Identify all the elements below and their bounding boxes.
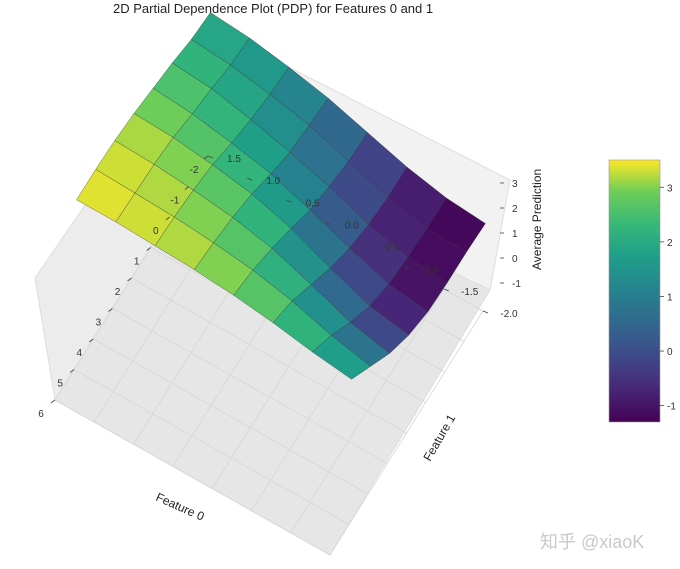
- x-tick-mark: [127, 277, 132, 282]
- z-tick-label: 2: [512, 204, 518, 215]
- y-tick-mark: [207, 155, 214, 159]
- colorbar-ticks: 3 2 1 0 -1: [660, 183, 676, 413]
- x-tick-label: 4: [76, 348, 82, 359]
- colorbar-strip: [608, 159, 661, 423]
- y-tick-label: -1.0: [422, 265, 440, 276]
- y-tick-label: 0.0: [345, 220, 359, 231]
- x-tick-label: 0: [153, 226, 159, 237]
- x-tick-label: 3: [96, 318, 102, 329]
- x-tick-label: 1: [134, 257, 140, 268]
- z-tick-label: 1: [512, 229, 518, 240]
- x-tick-mark: [184, 186, 190, 190]
- x-tick-label: 2: [115, 287, 121, 298]
- z-axis-label: Average Prediction: [530, 169, 544, 270]
- y-tick-label: 1.0: [266, 176, 280, 187]
- x-tick-label: -1: [170, 196, 179, 207]
- colorbar-tick-label: 0: [667, 347, 673, 358]
- surface-facet: [311, 335, 372, 380]
- x-tick-mark: [89, 338, 94, 343]
- y-tick-label: -1.5: [461, 287, 479, 298]
- colorbar-tick-label: 2: [667, 238, 673, 249]
- colorbar-tick-label: 1: [667, 292, 673, 303]
- floor-grid-line: [290, 288, 445, 534]
- y-tick-mark: [286, 199, 292, 203]
- floor-grid-line: [54, 399, 331, 556]
- y-tick-label: -2.0: [500, 309, 518, 320]
- watermark: 知乎 @xiaoK: [540, 532, 644, 552]
- x-tick-mark: [165, 216, 170, 221]
- x-tick-mark: [203, 155, 209, 160]
- floor-grid-line: [73, 369, 350, 525]
- y-axis-label: Feature 1: [420, 412, 458, 464]
- floor-grid-line: [112, 308, 388, 464]
- axis-ticks: 6 5 4 3 2 1 0 -1 -2 -2.0 -1.5 -1.0 -0.5 0.0 0.5 1.0 1.5 3…: [38, 154, 521, 420]
- x-tick-mark: [69, 369, 75, 373]
- colorbar-tick-label: 3: [667, 183, 673, 194]
- x-tick-label: 6: [38, 409, 44, 420]
- x-tick-label: 5: [57, 379, 63, 390]
- x-tick-mark: [146, 247, 151, 251]
- y-tick-label: 1.5: [227, 154, 241, 165]
- x-axis-label: Feature 0: [154, 490, 207, 524]
- z-tick-label: -1: [512, 279, 521, 290]
- y-tick-mark: [364, 244, 371, 247]
- y-tick-mark: [443, 288, 449, 292]
- x-tick-label: -2: [190, 165, 199, 176]
- x-tick-mark: [108, 308, 113, 312]
- floor-grid-line: [93, 338, 369, 495]
- y-tick-mark: [247, 177, 253, 181]
- floor-grid-line: [131, 277, 407, 434]
- z-tick-label: 3: [512, 179, 518, 190]
- surface-plot: [76, 12, 486, 380]
- floor-grid-line: [329, 310, 484, 556]
- y-tick-label: 0.5: [306, 198, 320, 209]
- y-tick-mark: [404, 266, 410, 270]
- y-tick-label: -0.5: [383, 243, 401, 254]
- colorbar: 3 2 1 0 -1: [608, 159, 676, 423]
- y-tick-mark: [482, 310, 489, 314]
- x-tick-mark: [50, 399, 56, 404]
- chart-title: 2D Partial Dependence Plot (PDP) for Fea…: [113, 1, 433, 16]
- z-tick-label: 0: [512, 254, 518, 265]
- colorbar-tick-label: -1: [667, 402, 676, 413]
- y-tick-mark: [325, 222, 332, 225]
